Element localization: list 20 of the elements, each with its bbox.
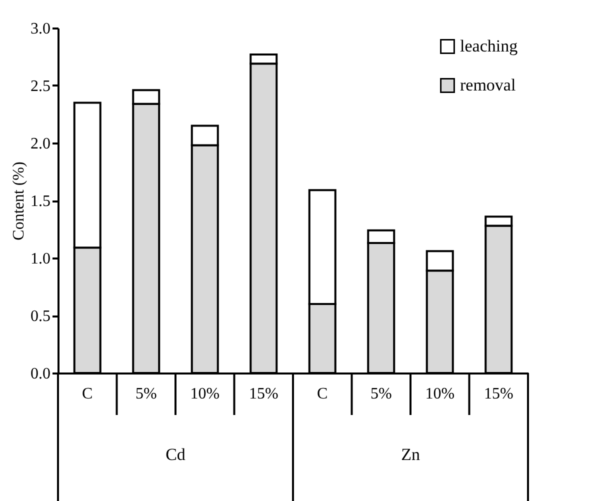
y-tick-label: 2.0 [30, 136, 50, 152]
y-tick-label: 2.5 [30, 78, 50, 95]
legend-label: removal [460, 76, 516, 94]
x-tick-label: C [82, 386, 93, 402]
x-tick-label: C [317, 386, 328, 402]
y-tick-label: 0.5 [30, 308, 50, 325]
legend-label: leaching [460, 36, 518, 56]
x-tick-label: 10% [425, 386, 455, 402]
text: Cd [166, 445, 186, 464]
x-tick-label: 5% [370, 386, 392, 402]
y-tick-label: 0.0 [30, 366, 50, 382]
text: Zn [401, 445, 420, 464]
x-tick-label: 10% [190, 386, 220, 402]
x-tick-label: 15% [484, 386, 514, 402]
x-tick-label: 15% [248, 386, 278, 402]
x-tick-label: 5% [135, 386, 157, 402]
y-tick-label: 1.0 [30, 250, 50, 268]
y-axis-title: Content (%) [10, 162, 28, 240]
y-tick-label: 1.5 [30, 193, 50, 210]
y-tick-label: 3.0 [30, 20, 50, 38]
